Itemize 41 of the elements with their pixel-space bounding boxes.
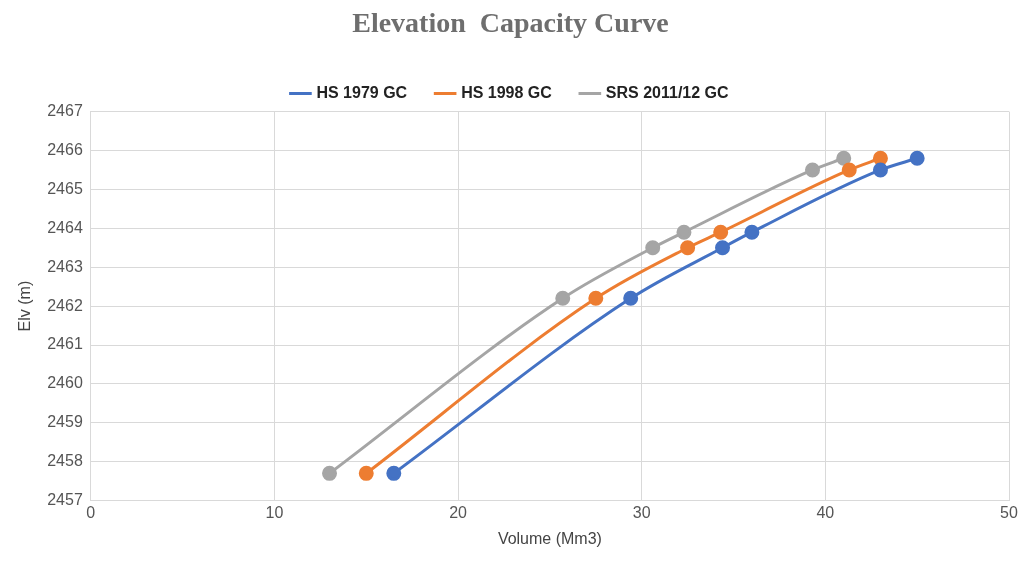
legend-label: HS 1979 GC (316, 84, 408, 102)
x-axis-title: Volume (Mm3) (497, 529, 602, 547)
x-tick-label: 20 (449, 503, 468, 521)
x-tick-label: 0 (86, 503, 96, 521)
point (744, 224, 760, 240)
x-tick-label: 10 (265, 503, 284, 521)
point (841, 162, 857, 178)
y-tick-label: 2463 (47, 257, 83, 275)
y-tick-label: 2460 (47, 374, 83, 392)
y-tick-label: 2464 (47, 218, 83, 236)
y-tick-label: 2459 (47, 413, 83, 431)
point (872, 162, 888, 178)
point (322, 465, 338, 481)
point (676, 224, 692, 240)
point (909, 150, 925, 166)
point (836, 150, 852, 166)
x-tick-label: 30 (632, 503, 651, 521)
point (588, 290, 604, 306)
y-axis-title: Elv (m) (16, 280, 34, 332)
point (715, 240, 731, 256)
point (872, 150, 888, 166)
y-tick-label: 2466 (47, 140, 83, 158)
point (680, 240, 696, 256)
y-tick-label: 2458 (47, 452, 83, 470)
y-tick-label: 2462 (47, 296, 83, 314)
legend-label: SRS 2011/12 GC (605, 84, 730, 102)
legend-label: HS 1998 GC (461, 84, 553, 102)
point (555, 290, 571, 306)
chart-title: Elevation Capacity Curve (352, 7, 669, 39)
point (645, 240, 661, 256)
point (358, 465, 374, 481)
y-tick-label: 2467 (47, 102, 83, 120)
y-tick-label: 2465 (47, 179, 83, 197)
y-tick-label: 2461 (47, 335, 83, 353)
point (805, 162, 820, 178)
point (386, 465, 402, 481)
x-tick-label: 50 (1000, 503, 1018, 521)
y-tick-label: 2457 (47, 491, 83, 509)
point (713, 224, 729, 240)
point (623, 290, 639, 306)
x-tick-label: 40 (816, 503, 835, 521)
